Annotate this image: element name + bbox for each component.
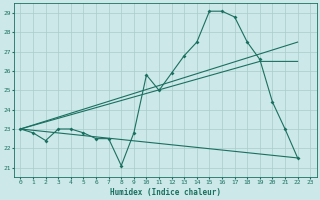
X-axis label: Humidex (Indice chaleur): Humidex (Indice chaleur) [110,188,221,197]
